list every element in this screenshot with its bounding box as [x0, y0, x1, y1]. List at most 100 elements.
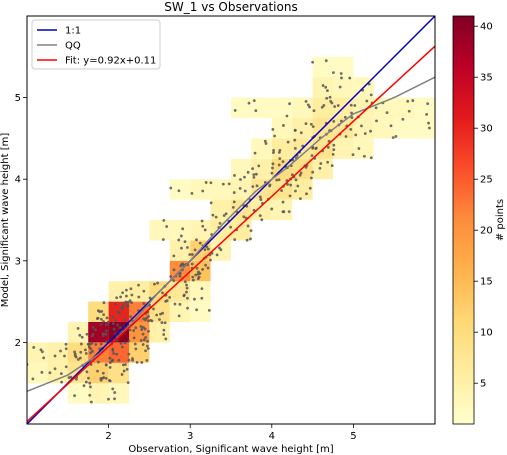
scatter-point-243 — [179, 264, 183, 268]
scatter-point-145 — [123, 318, 127, 322]
heatmap-bin-78 — [414, 118, 435, 139]
scatter-point-320 — [249, 229, 253, 233]
scatter-point-351 — [259, 198, 263, 201]
scatter-point-337 — [233, 174, 236, 177]
scatter-point-111 — [112, 352, 115, 355]
scatter-point-492 — [394, 135, 398, 138]
scatter-point-274 — [190, 253, 194, 256]
scatter-point-52 — [88, 381, 92, 385]
scatter-point-461 — [344, 135, 348, 138]
scatter-point-211 — [152, 307, 155, 311]
heatmap-bin-72 — [353, 97, 374, 118]
scatter-point-85 — [105, 316, 109, 320]
heatmap-bin-84 — [333, 56, 354, 78]
scatter-point-328 — [242, 215, 246, 219]
scatter-point-398 — [298, 173, 302, 177]
scatter-point-375 — [271, 166, 274, 170]
scatter-point-477 — [369, 129, 372, 133]
scatter-point-241 — [172, 268, 176, 272]
x-axis-label: Observation, Significant wave height [m] — [128, 444, 333, 455]
heatmap-bin-26 — [169, 301, 191, 322]
scatter-point-393 — [294, 178, 298, 182]
scatter-point-282 — [203, 228, 207, 232]
scatter-point-41 — [89, 385, 92, 389]
scatter-point-217 — [164, 299, 168, 303]
scatter-point-204 — [164, 337, 168, 341]
scatter-point-354 — [252, 173, 256, 177]
scatter-point-49 — [104, 363, 108, 367]
scatter-point-106 — [108, 379, 112, 383]
heatmap-bin-8 — [88, 383, 109, 404]
scatter-point-319 — [233, 238, 237, 242]
scatter-point-8 — [60, 380, 64, 384]
scatter-point-334 — [239, 178, 242, 181]
x-tick-label-2: 4 — [269, 431, 275, 442]
heatmap-bin-33 — [190, 220, 211, 241]
scatter-point-291 — [188, 253, 192, 256]
scatter-point-101 — [125, 367, 129, 371]
scatter-point-158 — [127, 358, 131, 362]
scatter-point-362 — [281, 200, 285, 204]
scatter-point-39 — [73, 394, 76, 398]
scatter-point-499 — [426, 102, 430, 106]
scatter-point-207 — [159, 312, 162, 316]
heatmap-bin-2 — [47, 362, 68, 384]
scatter-point-188 — [147, 319, 150, 323]
scatter-point-177 — [146, 339, 149, 343]
scatter-point-487 — [375, 119, 378, 123]
scatter-point-271 — [206, 247, 210, 251]
scatter-point-115 — [108, 356, 112, 360]
scatter-point-212 — [150, 319, 154, 323]
heatmap-bin-5 — [67, 342, 89, 363]
scatter-point-405 — [309, 176, 313, 180]
heatmap-bin-1 — [27, 342, 48, 363]
scatter-point-299 — [201, 189, 205, 193]
scatter-point-364 — [277, 178, 281, 182]
scatter-point-382 — [272, 148, 276, 152]
heatmap-bin-83 — [312, 56, 333, 78]
scatter-point-387 — [286, 140, 290, 144]
heatmap-bin-74 — [373, 118, 395, 139]
scatter-point-388 — [271, 127, 275, 131]
scatter-point-345 — [258, 195, 262, 199]
y-axis-ticks: 2 3 4 5 — [15, 93, 27, 349]
scatter-point-218 — [168, 296, 172, 299]
heatmap-bin-42 — [210, 179, 231, 200]
scatter-point-344 — [251, 185, 255, 189]
scatter-point-112 — [127, 352, 131, 356]
scatter-point-338 — [246, 170, 250, 174]
scatter-point-146 — [125, 304, 129, 308]
scatter-point-178 — [141, 332, 145, 336]
series-line-1 — [27, 76, 435, 393]
scatter-point-160 — [141, 343, 145, 346]
legend-label-1: QQ — [65, 41, 81, 52]
scatter-point-237 — [172, 279, 176, 283]
scatter-point-191 — [147, 314, 150, 318]
scatter-point-476 — [360, 124, 363, 128]
scatter-point-265 — [197, 275, 201, 279]
heatmap-bin-14 — [108, 362, 129, 384]
scatter-point-361 — [282, 210, 286, 214]
scatter-point-363 — [287, 210, 291, 214]
scatter-point-444 — [330, 101, 334, 105]
scatter-point-254 — [195, 266, 199, 270]
colorbar-tick-label-5: 30 — [480, 124, 493, 135]
scatter-point-267 — [204, 263, 207, 267]
scatter-point-34 — [79, 350, 83, 354]
scatter-point-488 — [389, 124, 393, 128]
scatter-point-234 — [185, 290, 188, 294]
heatmap-bin-65 — [312, 77, 333, 98]
scatter-point-228 — [185, 283, 188, 287]
scatter-point-306 — [218, 222, 222, 225]
scatter-point-233 — [185, 286, 189, 290]
scatter-point-331 — [232, 200, 236, 204]
scatter-point-366 — [275, 178, 279, 182]
heatmap-bin-80 — [231, 97, 252, 118]
heatmap-bin-15 — [108, 342, 129, 363]
legend: 1:1 QQ Fit: y=0.92x+0.11 — [31, 19, 161, 70]
scatter-point-491 — [385, 111, 389, 115]
scatter-point-1 — [31, 377, 35, 381]
scatter-point-500 — [425, 112, 429, 116]
scatter-point-184 — [142, 302, 146, 305]
scatter-point-201 — [160, 321, 164, 325]
